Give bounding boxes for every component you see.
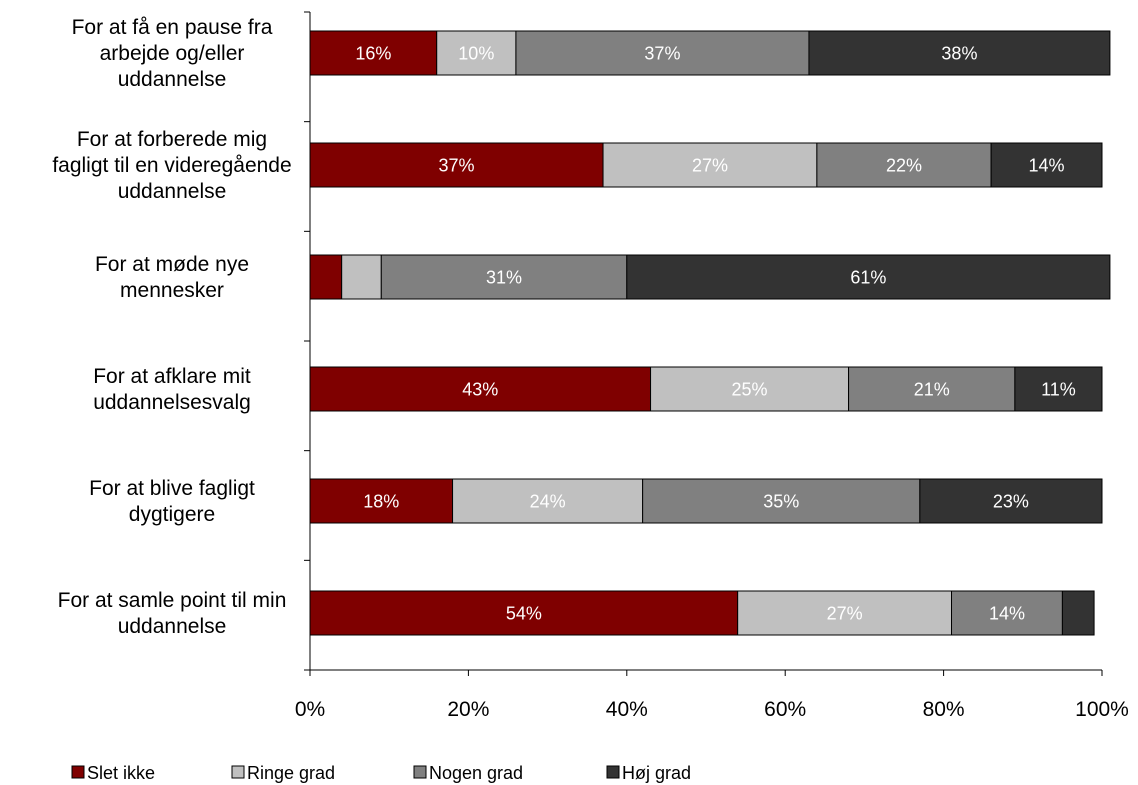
data-label: 14%: [1029, 156, 1065, 176]
data-label: 10%: [458, 44, 494, 64]
data-labels-group: 16% 10% 37% 38% 37% 27% 22% 14% 31% 61% 43% 25% 21% 1…: [355, 44, 1075, 624]
data-label: 25%: [732, 380, 768, 400]
category-label-line: For at blive fagligt: [89, 477, 255, 500]
bars-group: [309, 30, 1111, 636]
data-label: 23%: [993, 492, 1029, 512]
data-label: 27%: [827, 604, 863, 624]
category-label-line: mennesker: [120, 279, 224, 302]
x-tick-label: 100%: [1075, 698, 1129, 721]
data-label: 43%: [462, 380, 498, 400]
x-tick-label: 60%: [764, 698, 806, 721]
bar-segment-1-row-3: [309, 254, 343, 300]
data-label: 21%: [914, 380, 950, 400]
data-label: 37%: [644, 44, 680, 64]
x-tick-label: 40%: [606, 698, 648, 721]
category-label: For at forberede mig fagligt til en vider…: [52, 128, 291, 203]
data-label: 31%: [486, 268, 522, 288]
category-label-line: uddannelse: [118, 68, 227, 91]
category-label: For at få en pause fra arbejde og/eller ud…: [72, 16, 273, 91]
category-label-line: dygtigere: [129, 503, 215, 526]
data-label: 61%: [850, 268, 886, 288]
legend-label: Nogen grad: [429, 763, 523, 783]
bar-segment-1-row-2: [309, 142, 604, 188]
bar-segment-1-row-1: [309, 30, 438, 76]
category-label: For at møde nye mennesker: [95, 253, 249, 302]
x-tick-labels-group: 0% 20% 40% 60% 80% 100%: [295, 698, 1129, 721]
category-label-line: For at forberede mig: [77, 128, 267, 151]
category-label-line: uddannelse: [118, 615, 227, 638]
category-label-line: uddannelsesvalg: [93, 391, 251, 414]
legend-label: Slet ikke: [87, 763, 155, 783]
bar-segment-3-row-3: [380, 254, 628, 300]
bar-segment-4-row-5: [919, 478, 1103, 524]
x-tick-label: 80%: [923, 698, 965, 721]
legend-swatch: [606, 765, 620, 779]
data-label: 35%: [763, 492, 799, 512]
data-label: 38%: [941, 44, 977, 64]
bar-segment-4-row-3: [626, 254, 1111, 300]
bar-segment-3-row-5: [642, 478, 921, 524]
legend-label: Ringe grad: [247, 763, 335, 783]
bar-segment-2-row-6: [737, 590, 953, 636]
data-label: 27%: [692, 156, 728, 176]
category-label-line: arbejde og/eller: [100, 42, 245, 65]
data-label: 11%: [1041, 380, 1076, 400]
legend: Slet ikke Ringe grad Nogen grad Høj grad: [71, 763, 691, 783]
category-label: For at blive fagligt dygtigere: [89, 477, 255, 526]
bar-segment-2-row-3: [341, 254, 382, 300]
bar-segment-3-row-1: [515, 30, 810, 76]
bar-segment-4-row-1: [808, 30, 1111, 76]
bar-segment-2-row-2: [602, 142, 818, 188]
x-tick-label: 0%: [295, 698, 325, 721]
bar-segment-2-row-5: [452, 478, 644, 524]
category-label-line: fagligt til en videregående: [52, 154, 291, 177]
bar-segment-1-row-6: [309, 590, 739, 636]
legend-swatch: [413, 765, 427, 779]
data-label: 16%: [355, 44, 391, 64]
category-label-line: For at få en pause fra: [72, 16, 273, 39]
data-label: 18%: [363, 492, 399, 512]
legend-swatch: [231, 765, 245, 779]
bar-segment-3-row-4: [848, 366, 1016, 412]
category-label: For at afklare mit uddannelsesvalg: [93, 365, 251, 414]
data-label: 54%: [506, 604, 542, 624]
bar-segment-4-row-4: [1014, 366, 1103, 412]
data-label: 24%: [530, 492, 566, 512]
category-label-line: For at møde nye: [95, 253, 249, 276]
bar-segment-2-row-1: [436, 30, 517, 76]
category-label: For at samle point til min uddannelse: [58, 589, 287, 638]
bar-segment-2-row-4: [650, 366, 850, 412]
bar-segment-4-row-6: [1061, 590, 1095, 636]
category-label-line: For at samle point til min: [58, 589, 287, 612]
data-label: 37%: [439, 156, 475, 176]
axes-group: [304, 11, 1103, 676]
bar-segment-3-row-2: [816, 142, 992, 188]
legend-swatch: [71, 765, 85, 779]
category-label-line: For at afklare mit: [93, 365, 251, 388]
category-label-line: uddannelse: [118, 180, 227, 203]
bar-segment-3-row-6: [951, 590, 1063, 636]
legend-label: Høj grad: [622, 763, 691, 783]
category-labels-group: For at få en pause fra arbejde og/eller ud…: [52, 16, 291, 638]
bar-segment-4-row-2: [990, 142, 1103, 188]
x-tick-label: 20%: [447, 698, 489, 721]
data-label: 14%: [989, 604, 1025, 624]
data-label: 22%: [886, 156, 922, 176]
